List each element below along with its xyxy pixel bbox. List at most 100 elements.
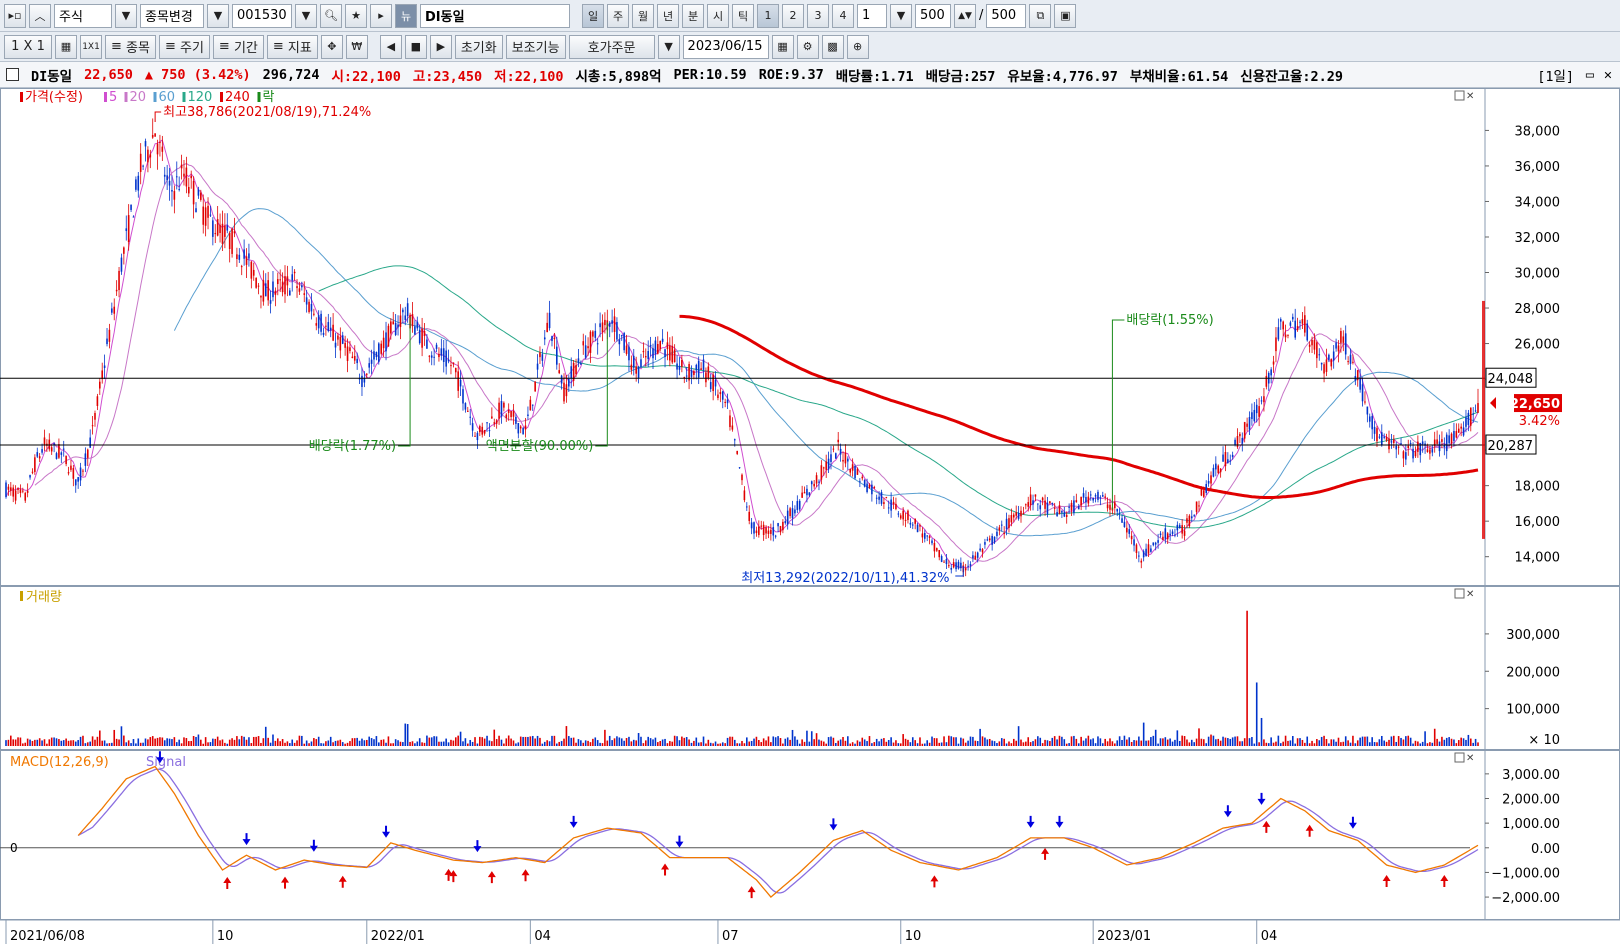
candle-body — [1222, 454, 1224, 462]
volume-bar — [1287, 740, 1289, 746]
calendar-icon[interactable]: ▦ — [771, 34, 794, 59]
event-leader — [398, 316, 411, 447]
candle-body — [483, 429, 486, 434]
candle-body — [548, 312, 551, 329]
interval-1-button[interactable]: 1 — [757, 3, 779, 28]
candle-body — [1265, 375, 1268, 387]
candle-body — [471, 423, 474, 431]
candle-body — [952, 562, 955, 568]
volume-bar — [1195, 738, 1198, 746]
legend-swatch — [182, 92, 186, 102]
stop-icon[interactable]: ■ — [404, 34, 427, 59]
stock-chart[interactable]: ✕ ✕ ✕ 38,000 36,000 34,000 32,000 30,000 28,000 2… — [0, 88, 1620, 944]
prev-icon[interactable]: ◀ — [379, 34, 402, 59]
candle-body — [976, 552, 979, 558]
volume-bar — [1025, 741, 1027, 746]
volume-bar — [106, 743, 108, 746]
candle-body — [892, 501, 895, 505]
interval-4-button[interactable]: 4 — [832, 3, 854, 28]
volume-bar — [414, 743, 416, 746]
settings-icon[interactable]: ⚙ — [796, 34, 819, 59]
volume-bar — [380, 739, 383, 746]
market-select[interactable]: 주식 — [54, 3, 112, 28]
chart-menu-icon[interactable]: ▸▫ — [4, 3, 26, 28]
volume-bar — [1294, 743, 1297, 746]
stock-code-input[interactable]: 001530 — [232, 3, 292, 28]
panel-frame — [0, 88, 1620, 586]
period-month-button[interactable]: 월 — [632, 3, 654, 28]
period-minute-button[interactable]: 분 — [682, 3, 704, 28]
date-input-value: 2023/06/15 — [687, 39, 763, 54]
change-stock-button[interactable]: 종목변경 — [140, 3, 204, 28]
volume-bar — [1443, 739, 1446, 746]
interval-input[interactable]: 1 — [857, 3, 887, 28]
volume-bar — [885, 741, 888, 746]
period-week-button[interactable]: 주 — [607, 3, 629, 28]
volume-bar — [19, 737, 22, 746]
period-button[interactable]: ≡ 주기 — [158, 34, 210, 59]
market-dropdown-icon[interactable]: ▼ — [115, 3, 137, 28]
buy-arrow-icon — [1382, 875, 1391, 888]
won-icon[interactable]: ₩ — [345, 34, 368, 59]
arrow-right-icon[interactable]: ▸ — [370, 3, 392, 28]
checkbox-icon[interactable] — [6, 68, 19, 81]
candle-body — [700, 368, 702, 370]
volume-bar — [1193, 742, 1195, 746]
volume-bar — [618, 737, 621, 746]
range-button[interactable]: ≡ 기간 — [212, 34, 264, 59]
volume-bar — [659, 740, 662, 746]
change-stock-dropdown-icon[interactable]: ▼ — [207, 3, 229, 28]
volume-bar — [325, 741, 327, 746]
layout-button[interactable]: 1 X 1 — [4, 34, 52, 59]
aux-button[interactable]: 보조기능 — [505, 34, 566, 59]
volume-bar — [1010, 743, 1013, 746]
volume-bar — [315, 739, 318, 746]
grid-settings-icon[interactable]: ▩ — [821, 34, 844, 59]
code-dropdown-icon[interactable]: ▼ — [295, 3, 317, 28]
candle-body — [414, 326, 416, 335]
candle-body — [24, 492, 27, 501]
indicator-button[interactable]: ≡ 지표 — [266, 34, 318, 59]
layout-sub-button[interactable]: 1X1 — [80, 34, 102, 59]
order-dropdown-icon[interactable]: ▼ — [657, 34, 680, 59]
interval-2-button[interactable]: 2 — [782, 3, 804, 28]
candle-body — [902, 510, 904, 520]
interval-3-button[interactable]: 3 — [807, 3, 829, 28]
move-icon[interactable]: ✥ — [320, 34, 343, 59]
candle-body — [144, 141, 147, 147]
candle-body — [474, 435, 476, 437]
candle-body — [923, 532, 926, 539]
volume-bar — [685, 737, 688, 746]
period-year-button[interactable]: 년 — [657, 3, 679, 28]
star-icon[interactable]: ★ — [345, 3, 367, 28]
period-tick-button[interactable]: 틱 — [732, 3, 754, 28]
candle-body — [1022, 513, 1025, 515]
stock-name-field[interactable]: DI동일 — [420, 3, 570, 28]
restore-icon[interactable]: ▭ — [1585, 66, 1594, 83]
close-icon[interactable]: ✕ — [1603, 66, 1612, 83]
volume-bar — [1063, 739, 1066, 746]
volume-bar — [1053, 736, 1056, 746]
search-icon[interactable]: 🔍︎ — [320, 3, 342, 28]
period-hour-button[interactable]: 시 — [707, 3, 729, 28]
zoom-icon[interactable]: ⊕ — [846, 34, 869, 59]
candle-body — [1133, 539, 1135, 546]
grid-icon[interactable]: ▦ — [55, 34, 77, 59]
period-day-button[interactable]: 일 — [582, 3, 604, 28]
volume-bar — [880, 738, 883, 746]
items-button[interactable]: ≡ 종목 — [105, 34, 156, 59]
new-window-icon[interactable]: ⧉ — [1029, 3, 1052, 28]
next-icon[interactable]: ▶ — [429, 34, 452, 59]
date-input[interactable]: 2023/06/15 — [682, 34, 769, 59]
volume-bar — [962, 738, 965, 746]
count-input[interactable]: 500 — [915, 3, 951, 28]
save-icon[interactable]: ▣ — [1054, 3, 1077, 28]
reset-button[interactable]: 초기화 — [454, 34, 503, 59]
panel-frame — [0, 586, 1620, 750]
candle-body — [1260, 400, 1263, 402]
candle-body — [719, 392, 722, 395]
interval-dropdown-icon[interactable]: ▼ — [890, 3, 912, 28]
count-stepper-icon[interactable]: ▲▼ — [954, 3, 976, 28]
order-button[interactable]: 호가주문 — [568, 34, 655, 59]
chevron-up-icon[interactable]: ︿ — [29, 3, 51, 28]
